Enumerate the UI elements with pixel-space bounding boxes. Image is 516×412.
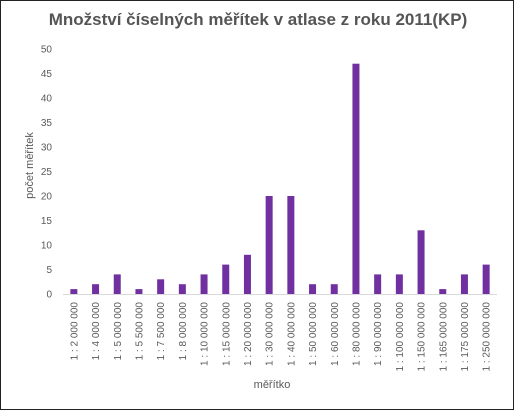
bar (482, 264, 490, 294)
x-tick-label: 1 : 60 000 000 (330, 302, 341, 366)
chart-title: Množství číselných měřítek v atlase z ro… (48, 10, 468, 29)
y-tick-label: 35 (41, 118, 53, 129)
x-tick-label: 1 : 175 000 000 (460, 302, 471, 372)
x-tick-label: 1 : 40 000 000 (286, 302, 297, 366)
x-axis-ticks: 1 : 2 000 000 1 : 4 000 000 1 : 5 000 000 1… (69, 302, 492, 372)
x-tick-label: 1 : 15 000 000 (221, 302, 232, 366)
x-tick-label: 1 : 30 000 000 (265, 302, 276, 366)
x-tick-label: 1 : 10 000 000 (200, 302, 211, 366)
x-tick-label: 1 : 5 500 000 (134, 302, 145, 361)
bar (309, 284, 317, 294)
x-tick-label: 1 : 20 000 000 (243, 302, 254, 366)
bar (113, 274, 121, 294)
x-tick-label: 1 : 4 000 000 (91, 302, 102, 361)
x-tick-label: 1 : 80 000 000 (351, 302, 362, 366)
y-tick-label: 40 (41, 94, 53, 105)
bar (330, 284, 338, 294)
bars (70, 63, 490, 295)
bar (395, 274, 403, 294)
y-tick-label: 50 (41, 45, 53, 56)
x-tick-label: 1 : 165 000 000 (438, 302, 449, 372)
bar (287, 196, 295, 294)
x-tick-label: 1 : 8 000 000 (178, 302, 189, 361)
y-tick-label: 5 (46, 265, 52, 276)
bar (135, 289, 143, 294)
bar (374, 274, 382, 294)
x-tick-label: 1 : 250 000 000 (482, 302, 493, 372)
x-tick-label: 1 : 150 000 000 (417, 302, 428, 372)
bar (265, 196, 273, 294)
bar (460, 274, 468, 294)
y-tick-label: 25 (41, 167, 53, 178)
bar (439, 289, 447, 294)
y-axis-label: počet měřítek (24, 132, 36, 199)
x-tick-label: 1 : 5 000 000 (113, 302, 124, 361)
bar (157, 279, 165, 294)
bar (178, 284, 186, 294)
bar (222, 264, 230, 294)
bar (417, 230, 425, 294)
x-tick-label: 1 : 90 000 000 (373, 302, 384, 366)
x-tick-label: 1 : 50 000 000 (308, 302, 319, 366)
y-tick-label: 0 (46, 290, 52, 301)
y-tick-label: 30 (41, 143, 53, 154)
bar (352, 63, 360, 295)
bar (200, 274, 208, 294)
y-tick-label: 15 (41, 216, 53, 227)
bar (92, 284, 100, 294)
x-tick-label: 1 : 2 000 000 (69, 302, 80, 361)
x-tick-label: 1 : 7 500 000 (156, 302, 167, 361)
bar (243, 254, 251, 294)
y-tick-label: 20 (41, 192, 53, 203)
x-tick-label: 1 : 100 000 000 (395, 302, 406, 372)
y-tick-label: 45 (41, 69, 53, 80)
y-axis-ticks: 0 5 10 15 20 25 30 35 40 45 50 (41, 45, 53, 301)
bar (70, 289, 78, 294)
x-axis-label: měřítko (254, 379, 291, 391)
y-tick-label: 10 (41, 241, 53, 252)
